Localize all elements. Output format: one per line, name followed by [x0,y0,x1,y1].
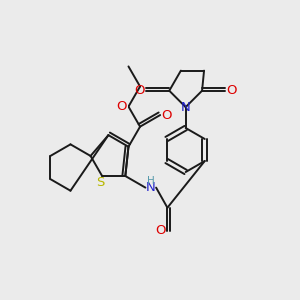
Text: O: O [226,84,237,97]
Text: O: O [117,100,127,113]
Text: N: N [181,100,190,114]
Text: O: O [134,84,145,97]
Text: O: O [161,109,172,122]
Text: O: O [156,224,166,237]
Text: S: S [97,176,105,189]
Text: N: N [146,181,156,194]
Text: H: H [147,176,154,186]
